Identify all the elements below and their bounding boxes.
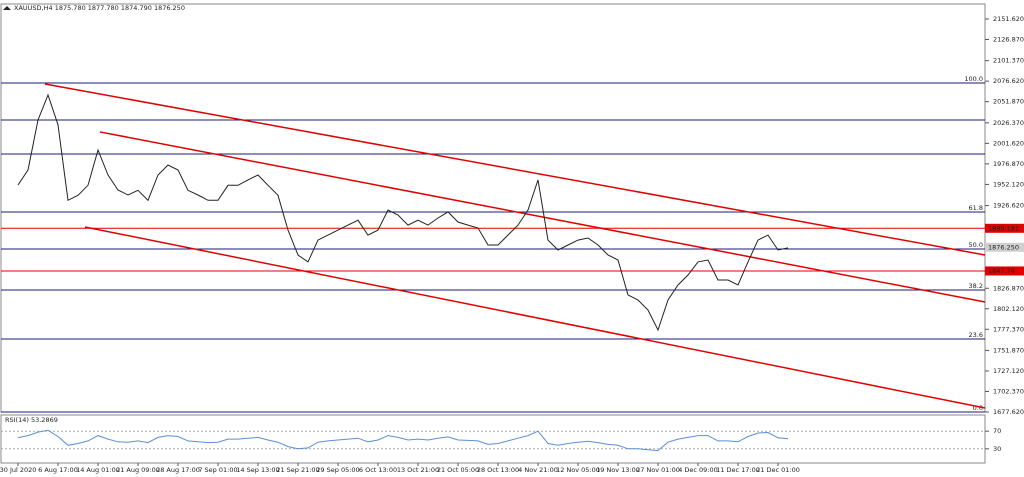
y-tick-label: 1952.120 (993, 180, 1024, 188)
y-tick-label: 1976.870 (993, 160, 1024, 168)
x-tick-label: 27 Nov 01:00 (636, 466, 680, 474)
price-box (985, 223, 1024, 233)
x-tick-label: 4 Nov 21:00 (518, 466, 558, 474)
x-tick-label: 29 Sep 05:00 (316, 466, 359, 474)
y-tick-label: 1677.620 (993, 408, 1024, 416)
price-box-label: 1847.74 (988, 267, 1015, 275)
x-tick-label: 21 Aug 09:00 (116, 466, 160, 474)
y-tick-label: 70 (993, 427, 1001, 435)
rsi-title: RSI(14) 53.2869 (5, 416, 58, 424)
price-box-label: 1899.191 (988, 224, 1019, 232)
price-line (17, 429, 789, 452)
fib-label: 0.0 (973, 404, 983, 412)
y-tick-label: 1926.620 (993, 202, 1024, 210)
y-tick-label: 2051.870 (993, 98, 1024, 106)
x-tick-label: 7 Sep 01:00 (198, 466, 237, 474)
fib-label: 61.8 (969, 204, 983, 212)
x-tick-label: 21 Sep 21:00 (276, 466, 319, 474)
fib-label: 38.2 (969, 282, 983, 290)
y-tick-label: 2001.620 (993, 139, 1024, 147)
x-tick-label: 28 Aug 17:00 (156, 466, 200, 474)
channel-line (44, 83, 986, 256)
last-price-label: 1876.250 (988, 243, 1019, 251)
y-tick-label: 1802.120 (993, 305, 1024, 313)
y-tick-label: 2101.370 (993, 57, 1024, 65)
last-price-box (985, 242, 1024, 252)
x-tick-label: 4 Dec 09:00 (678, 466, 718, 474)
y-tick-label: 2076.620 (993, 77, 1024, 85)
x-tick-label: 13 Oct 21:00 (397, 466, 439, 474)
x-tick-label: 21 Oct 05:00 (437, 466, 479, 474)
chart-title: XAUUSD,H4 1875.780 1877.780 1874.790 187… (14, 4, 185, 12)
channel-line (99, 131, 986, 303)
y-tick-label: 2151.620 (993, 15, 1024, 23)
y-tick-label: 1826.870 (993, 284, 1024, 292)
x-tick-label: 21 Dec 01:00 (756, 466, 800, 474)
x-tick-label: 19 Nov 13:00 (596, 466, 640, 474)
x-tick-label: 14 Sep 13:00 (236, 466, 279, 474)
price-box (985, 266, 1024, 276)
y-tick-label: 2126.870 (993, 36, 1024, 44)
y-tick-label: 30 (993, 445, 1001, 453)
channel-line (84, 226, 986, 409)
rsi-frame (0, 414, 986, 464)
fib-label: 50.0 (969, 241, 983, 249)
x-tick-label: 28 Oct 13:00 (477, 466, 519, 474)
y-tick-label: 1777.370 (993, 325, 1024, 333)
y-tick-label: 1751.870 (993, 346, 1024, 354)
y-tick-label: 1702.370 (993, 387, 1024, 395)
x-tick-label: 6 Oct 13:00 (359, 466, 397, 474)
x-tick-label: 30 Jul 2020 (0, 466, 36, 474)
fib-label: 23.6 (969, 331, 983, 339)
y-tick-label: 1727.120 (993, 367, 1024, 375)
menu-arrow (3, 6, 11, 10)
x-tick-label: 11 Dec 17:00 (716, 466, 760, 474)
x-tick-label: 14 Aug 01:00 (76, 466, 120, 474)
x-tick-label: 6 Aug 17:00 (38, 466, 78, 474)
price-line (17, 93, 789, 332)
fib-label: 100.0 (964, 75, 983, 83)
x-tick-label: 12 Nov 05:00 (556, 466, 600, 474)
y-tick-label: 2026.370 (993, 119, 1024, 127)
